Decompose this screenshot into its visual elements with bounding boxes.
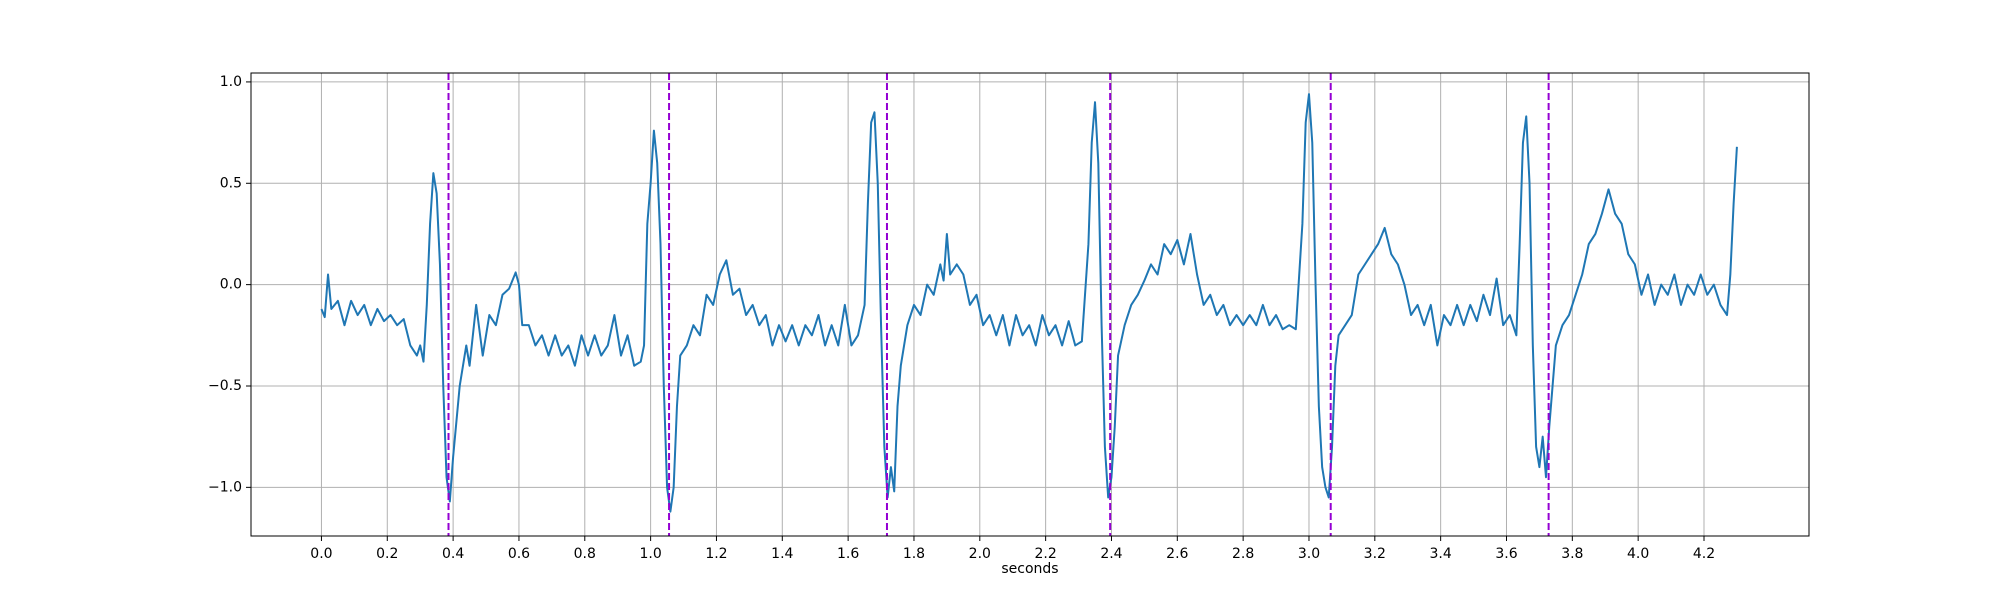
plot-frame — [250, 72, 1810, 537]
x-tick-label: 3.8 — [1561, 546, 1583, 562]
x-tick-label: 2.8 — [1232, 546, 1254, 562]
x-tick-label: 0.4 — [442, 546, 464, 562]
x-tick-label: 3.0 — [1298, 546, 1320, 562]
x-tick-label: 1.2 — [705, 546, 727, 562]
signal-line — [320, 93, 1738, 513]
x-tick-label: 2.6 — [1166, 546, 1188, 562]
y-tick-label: 0.5 — [220, 175, 242, 191]
y-tick-label: 0.0 — [220, 277, 242, 293]
x-axis-label: seconds — [1001, 561, 1058, 577]
x-tick-label: 0.8 — [574, 546, 596, 562]
x-tick-label: 1.4 — [771, 546, 793, 562]
y-tick-label: −1.0 — [208, 479, 242, 495]
x-tick-label: 1.6 — [837, 546, 859, 562]
y-tick-label: −0.5 — [208, 378, 242, 394]
x-tick-label: 0.0 — [310, 546, 332, 562]
x-tick-label: 2.4 — [1100, 546, 1122, 562]
x-tick-label: 4.0 — [1627, 546, 1649, 562]
x-tick-label: 2.2 — [1035, 546, 1057, 562]
x-tick-label: 4.2 — [1693, 546, 1715, 562]
x-tick-label: 0.2 — [376, 546, 398, 562]
x-tick-label: 3.6 — [1495, 546, 1517, 562]
x-tick-label: 3.4 — [1430, 546, 1452, 562]
x-tick-label: 1.8 — [903, 546, 925, 562]
x-tick-label: 1.0 — [639, 546, 661, 562]
x-tick-label: 3.2 — [1364, 546, 1386, 562]
x-tick-label: 0.6 — [508, 546, 530, 562]
y-tick-label: 1.0 — [220, 74, 242, 90]
x-tick-label: 2.0 — [969, 546, 991, 562]
